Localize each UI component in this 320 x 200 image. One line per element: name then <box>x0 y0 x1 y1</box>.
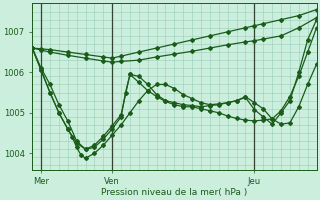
X-axis label: Pression niveau de la mer( hPa ): Pression niveau de la mer( hPa ) <box>101 188 247 197</box>
